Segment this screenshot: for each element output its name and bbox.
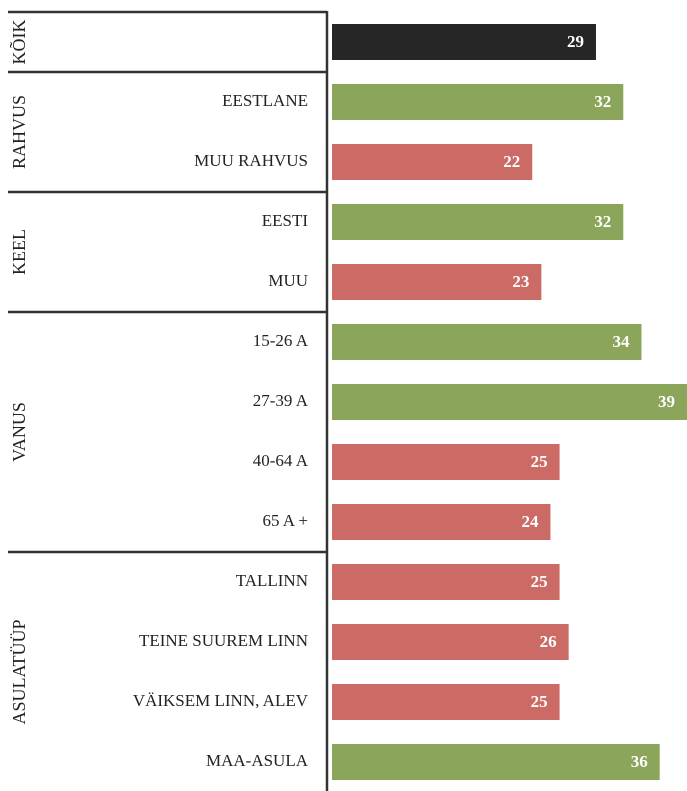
bar bbox=[332, 564, 560, 600]
value-label: 32 bbox=[594, 92, 611, 111]
value-label: 34 bbox=[612, 332, 630, 351]
group-label: KÕIK bbox=[8, 20, 29, 65]
category-label: 65 A + bbox=[263, 511, 309, 530]
value-label: 26 bbox=[540, 632, 557, 651]
group-label: VANUS bbox=[9, 402, 29, 462]
bar bbox=[332, 624, 569, 660]
value-label: 22 bbox=[503, 152, 520, 171]
bar bbox=[332, 324, 642, 360]
value-label: 25 bbox=[531, 452, 548, 471]
group-label: ASULATÜÜP bbox=[9, 619, 29, 724]
value-label: 23 bbox=[512, 272, 529, 291]
category-label: VÄIKSEM LINN, ALEV bbox=[133, 691, 309, 710]
category-label: EESTLANE bbox=[222, 91, 308, 110]
value-label: 36 bbox=[631, 752, 648, 771]
bar bbox=[332, 384, 687, 420]
bar bbox=[332, 744, 660, 780]
value-label: 25 bbox=[531, 572, 548, 591]
value-label: 39 bbox=[658, 392, 675, 411]
category-label: MAA-ASULA bbox=[206, 751, 309, 770]
category-label: TALLINN bbox=[236, 571, 308, 590]
bar bbox=[332, 264, 542, 300]
category-label: EESTI bbox=[262, 211, 309, 230]
category-label: 27-39 A bbox=[253, 391, 309, 410]
bar bbox=[332, 24, 596, 60]
bar bbox=[332, 84, 624, 120]
bar bbox=[332, 204, 624, 240]
value-label: 29 bbox=[567, 32, 584, 51]
category-label: MUU bbox=[268, 271, 308, 290]
bar bbox=[332, 504, 551, 540]
bar bbox=[332, 144, 533, 180]
category-label: 40-64 A bbox=[253, 451, 309, 470]
category-label: MUU RAHVUS bbox=[194, 151, 308, 170]
bar bbox=[332, 444, 560, 480]
category-label: 15-26 A bbox=[253, 331, 309, 350]
value-label: 24 bbox=[521, 512, 539, 531]
category-label: TEINE SUUREM LINN bbox=[139, 631, 308, 650]
value-label: 32 bbox=[594, 212, 611, 231]
group-label: RAHVUS bbox=[9, 95, 29, 169]
bar bbox=[332, 684, 560, 720]
group-label: KEEL bbox=[9, 229, 29, 275]
value-label: 25 bbox=[531, 692, 548, 711]
